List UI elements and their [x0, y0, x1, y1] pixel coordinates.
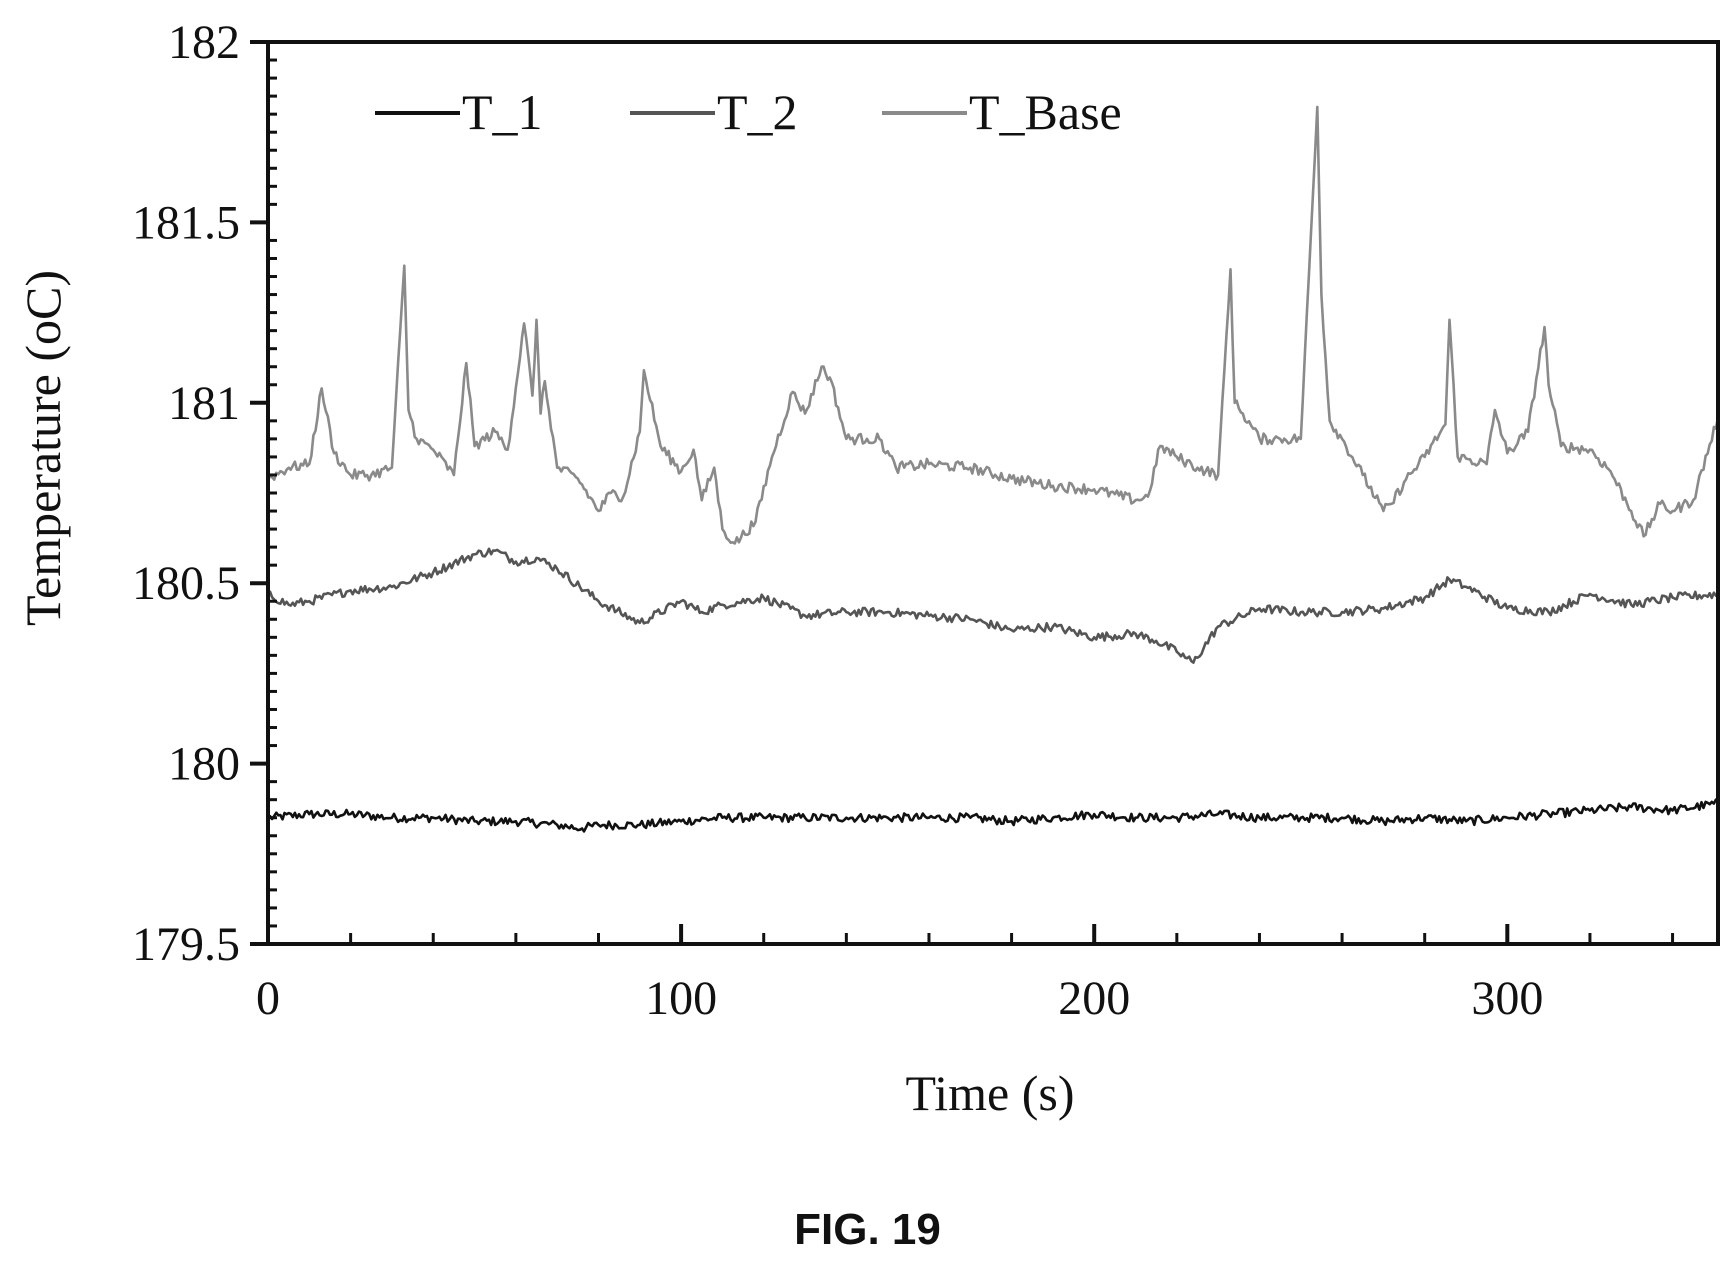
series-line-t-base — [267, 105, 1720, 545]
y-tick-label: 181 — [168, 377, 240, 430]
figure-caption: FIG. 19 — [794, 1205, 941, 1254]
series-line-t-2 — [267, 547, 1719, 664]
y-tick-label: 181.5 — [132, 196, 240, 249]
legend-label: T_1 — [462, 84, 543, 140]
ticks-layer: 179.5 180 180.5 181 181.5 182 0 100 200 300 — [132, 16, 1675, 1025]
y-tick-label: 180 — [168, 738, 240, 791]
y-tick-label: 180.5 — [132, 557, 240, 610]
x-tick-label: 200 — [1058, 972, 1130, 1025]
series-layer — [267, 105, 1720, 833]
x-axis-title: Time (s) — [905, 1065, 1074, 1121]
x-tick-label: 100 — [645, 972, 717, 1025]
x-tick-label: 300 — [1471, 972, 1543, 1025]
x-tick-label: 0 — [256, 972, 280, 1025]
legend-label: T_Base — [969, 84, 1122, 140]
plot-frame — [266, 40, 1720, 946]
y-tick-label: 179.5 — [132, 918, 240, 971]
legend: T_1 T_2 T_Base — [375, 84, 1122, 140]
series-line-t-1 — [267, 798, 1720, 833]
y-tick-label: 182 — [168, 16, 240, 69]
legend-label: T_2 — [717, 84, 798, 140]
y-axis-title: Temperature (oC) — [15, 270, 71, 626]
